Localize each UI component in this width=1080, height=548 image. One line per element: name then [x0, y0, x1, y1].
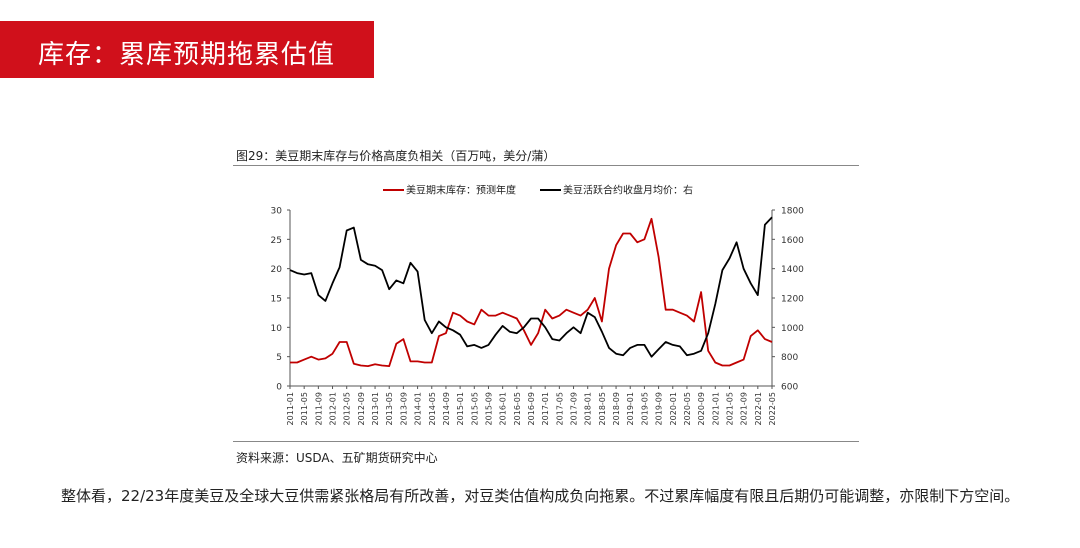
x-tick-label: 2018-01: [584, 392, 593, 425]
series-line-stocks: [290, 217, 773, 368]
x-tick-label: 2015-09: [484, 392, 493, 425]
x-tick-label: 2012-01: [329, 392, 338, 425]
y-right-tick-label: 800: [781, 353, 798, 363]
y-left-tick-label: 15: [271, 295, 282, 305]
x-tick-label: 2016-09: [527, 392, 536, 425]
x-tick-label: 2012-05: [343, 392, 352, 425]
x-tick-label: 2022-01: [754, 392, 763, 425]
x-tick-label: 2011-09: [314, 392, 323, 425]
x-tick-label: 2021-09: [740, 392, 749, 425]
x-tick-label: 2019-05: [640, 392, 649, 425]
x-tick-label: 2018-05: [598, 392, 607, 425]
x-tick-label: 2020-05: [683, 392, 692, 425]
x-tick-label: 2020-01: [669, 392, 678, 425]
figure-source: 资料来源：USDA、五矿期货研究中心: [236, 451, 438, 465]
x-tick-label: 2015-01: [456, 392, 465, 425]
x-tick-label: 2017-01: [541, 392, 550, 425]
figure-top-rule: [233, 165, 859, 166]
legend-label-price: 美豆活跃合约收盘月均价：右: [563, 184, 693, 197]
chart-series: [289, 216, 773, 368]
series-line-price: [289, 216, 773, 358]
x-tick-label: 2011-01: [286, 392, 295, 425]
y-right-tick-label: 1000: [781, 324, 804, 334]
x-tick-label: 2014-05: [428, 392, 437, 425]
x-tick-label: 2012-09: [357, 392, 366, 425]
x-tick-label: 2014-09: [442, 392, 451, 425]
x-tick-label: 2019-01: [626, 392, 635, 425]
x-tick-label: 2014-01: [414, 392, 423, 425]
x-tick-label: 2013-09: [399, 392, 408, 425]
x-tick-label: 2018-09: [612, 392, 621, 425]
x-tick-label: 2019-09: [655, 392, 664, 425]
figure-bottom-rule: [233, 441, 859, 442]
y-left-tick-label: 25: [271, 236, 282, 246]
y-right-tick-label: 1600: [781, 236, 804, 246]
chart-legend: 美豆期末库存：预测年度 美豆活跃合约收盘月均价：右: [383, 184, 693, 197]
figure-title: 图29：美豆期末库存与价格高度负相关（百万吨，美分/蒲）: [236, 149, 556, 163]
x-tick-label: 2011-05: [300, 392, 309, 425]
y-left-tick-label: 10: [271, 324, 283, 334]
x-tick-label: 2013-05: [385, 392, 394, 425]
title-bar: [0, 21, 374, 78]
x-tick-label: 2020-09: [697, 392, 706, 425]
x-tick-label: 2013-01: [371, 392, 380, 425]
y-left-tick-label: 30: [271, 207, 283, 217]
x-tick-label: 2016-01: [499, 392, 508, 425]
chart-axes: 0 5 10 15 20 25 30 600 800 1000 1200 1400 1600 1800 20…: [271, 207, 805, 426]
y-right-tick-label: 600: [781, 383, 798, 393]
x-tick-label: 2021-01: [711, 392, 720, 425]
x-tick-label: 2016-05: [513, 392, 522, 425]
y-right-tick-label: 1400: [781, 265, 804, 275]
x-tick-label: 2021-05: [725, 392, 734, 425]
page-title: 库存：累库预期拖累估值: [38, 40, 336, 70]
x-tick-label: 2017-05: [555, 392, 564, 425]
y-left-tick-label: 0: [276, 383, 282, 393]
x-tick-label: 2015-05: [470, 392, 479, 425]
x-tick-label: 2017-09: [570, 392, 579, 425]
y-right-tick-label: 1800: [781, 207, 804, 217]
x-tick-label: 2022-05: [768, 392, 777, 425]
y-left-tick-label: 5: [276, 353, 282, 363]
body-paragraph: 整体看，22/23年度美豆及全球大豆供需紧张格局有所改善，对豆类估值构成负向拖累…: [61, 487, 1020, 505]
legend-label-stocks: 美豆期末库存：预测年度: [406, 184, 516, 197]
y-right-tick-label: 1200: [781, 295, 804, 305]
y-left-tick-label: 20: [271, 265, 283, 275]
